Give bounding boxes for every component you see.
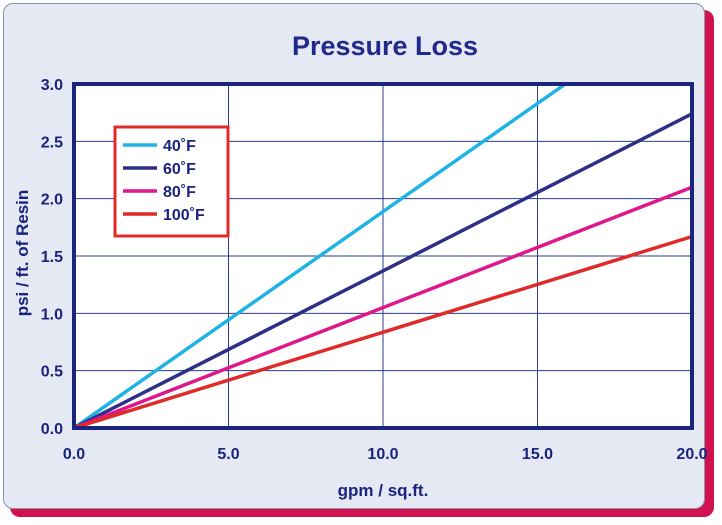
series-line-4 — [74, 234, 692, 428]
chart-title: Pressure Loss — [292, 31, 478, 61]
y-tick-label: 1.5 — [41, 249, 63, 266]
y-tick-label: 2.0 — [41, 192, 63, 209]
y-tick-label: 0.5 — [41, 364, 63, 381]
y-axis-label: psi / ft. of Resin — [13, 190, 32, 317]
plot-border — [72, 82, 694, 430]
y-tick-label: 2.5 — [41, 134, 63, 151]
x-tick-label: 5.0 — [217, 446, 239, 463]
series-line-3 — [74, 185, 692, 428]
series-group — [74, 84, 692, 428]
y-tick-label: 1.0 — [41, 306, 63, 323]
y-tick-label: 0.0 — [41, 421, 63, 438]
y-tick-label: 3.0 — [41, 77, 63, 94]
series-line-2 — [74, 112, 692, 428]
series-line-1 — [74, 84, 568, 428]
legend-label-2: 60˚F — [163, 161, 196, 178]
x-tick-label: 10.0 — [367, 446, 398, 463]
x-axis-label: gpm / sq.ft. — [338, 481, 429, 500]
plot-area: 0.0 5.0 10.0 15.0 20.0 0.0 0.5 1.0 1.5 2.0 2.5 3.0 — [41, 77, 708, 463]
legend-label-4: 100˚F — [163, 207, 205, 224]
legend: 40˚F 60˚F 80˚F 100˚F — [113, 125, 230, 238]
tick-labels: 0.0 5.0 10.0 15.0 20.0 0.0 0.5 1.0 1.5 2.0 2.5 3.0 — [41, 77, 708, 463]
x-tick-label: 20.0 — [676, 446, 707, 463]
x-tick-label: 15.0 — [522, 446, 553, 463]
x-tick-label: 0.0 — [63, 446, 85, 463]
legend-label-1: 40˚F — [163, 138, 196, 155]
legend-label-3: 80˚F — [163, 184, 196, 201]
